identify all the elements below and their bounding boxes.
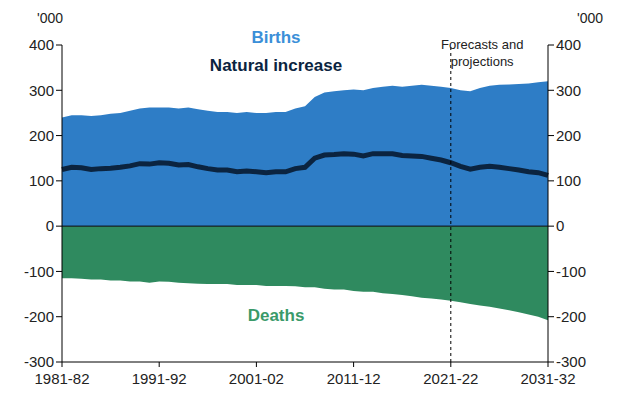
svg-text:200: 200 (29, 127, 54, 144)
svg-text:2011-12: 2011-12 (327, 370, 381, 387)
svg-text:-100: -100 (24, 263, 54, 280)
svg-text:400: 400 (556, 36, 581, 53)
html-text:Births: Births (251, 28, 301, 47)
svg-text:100: 100 (556, 172, 581, 189)
svg-text:100: 100 (29, 172, 54, 189)
svg-text:1981-82: 1981-82 (34, 370, 89, 387)
svg-text:300: 300 (556, 82, 581, 99)
html-text:'000: '000 (37, 10, 63, 26)
svg-text:0: 0 (46, 217, 54, 234)
svg-text:-300: -300 (556, 353, 586, 370)
svg-text:400: 400 (29, 36, 54, 53)
html-text:Forecasts and: Forecasts and (441, 37, 524, 52)
svg-text:300: 300 (29, 82, 54, 99)
html-text:Deaths: Deaths (247, 306, 305, 325)
svg-text:-100: -100 (556, 263, 586, 280)
svg-text:-300: -300 (24, 353, 54, 370)
svg-text:-200: -200 (24, 308, 54, 325)
svg-text:2021-22: 2021-22 (423, 370, 478, 387)
svg-text:-200: -200 (556, 308, 586, 325)
html-text:projections: projections (450, 54, 514, 69)
svg-text:0: 0 (556, 217, 564, 234)
svg-text:2031-32: 2031-32 (520, 370, 575, 387)
svg-text:1991-92: 1991-92 (132, 370, 187, 387)
svg-text:2001-02: 2001-02 (229, 370, 284, 387)
html-text:'000: '000 (577, 10, 603, 26)
svg-text:200: 200 (556, 127, 581, 144)
html-text:Natural increase: Natural increase (209, 56, 343, 75)
